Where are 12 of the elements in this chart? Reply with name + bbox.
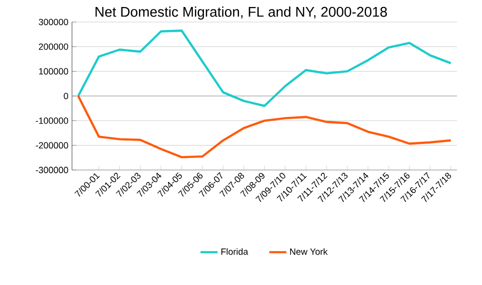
legend-label: Florida (221, 248, 248, 255)
y-tick-label: -300000 (36, 166, 68, 174)
y-tick-label: 300000 (38, 18, 68, 26)
line-series (77, 94, 452, 158)
line-series (77, 30, 452, 107)
y-tick-label: -200000 (36, 142, 68, 149)
legend-label: New York (290, 248, 328, 255)
y-tick-label: -100000 (36, 117, 68, 124)
y-tick-label: 200000 (38, 43, 68, 50)
chart-title: Net Domestic Migration, FL and NY, 2000-2018 (96, 6, 387, 20)
y-tick-label: 100000 (39, 68, 68, 75)
y-tick-label: 0 (64, 92, 68, 100)
